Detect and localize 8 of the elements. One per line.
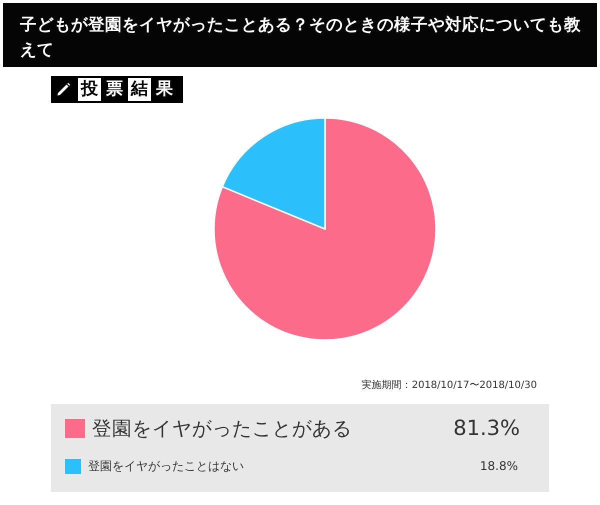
legend-label: 登園をイヤがったことはない [88,458,244,474]
text: 実施期間：2018/10/17〜2018/10/30 [362,378,537,392]
legend-label: 登園をイヤがったことがある [92,416,352,442]
data-label: 18.8% [480,459,518,473]
data-label: 81.3% [453,416,520,440]
pie-slice [214,118,436,340]
chart-title: 子どもが登園をイヤがったことある？そのときの様子や対応についても教えて [3,3,597,67]
chart-subtitle: 投票結果 [80,78,174,101]
